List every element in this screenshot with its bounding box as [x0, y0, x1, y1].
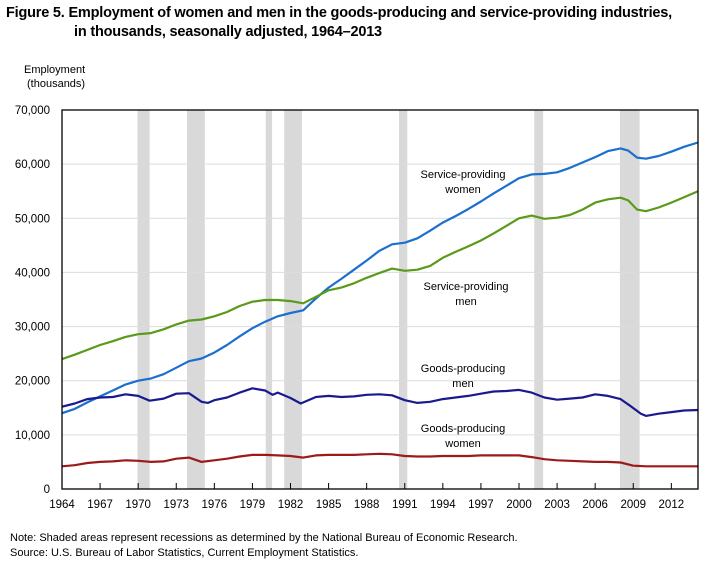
y-tick-label: 10,000 [15, 430, 50, 442]
source-text: Source: U.S. Bureau of Labor Statistics,… [10, 547, 359, 559]
recession-band [399, 110, 408, 489]
y-tick-label: 40,000 [15, 267, 50, 279]
x-tick-label: 1991 [392, 499, 418, 511]
x-tick-label: 1997 [468, 499, 494, 511]
series-label: women [444, 184, 480, 196]
annotations: Service-providing women Service-providing m… [421, 169, 509, 450]
x-tick-label: 2003 [544, 499, 570, 511]
series-lines [61, 141, 699, 468]
axes: 0 10,000 20,000 30,000 40,000 50,000 60,000 70,… [15, 105, 699, 511]
recession-band [187, 110, 205, 489]
series-label: women [444, 438, 480, 450]
note-text: Note: Shaded areas represent recessions … [10, 532, 518, 544]
recession-band [284, 110, 302, 489]
x-tick-label: 1973 [163, 499, 189, 511]
series-line-service-providing-men [61, 190, 699, 361]
x-tick-label: 1994 [430, 499, 456, 511]
recession-band [137, 110, 150, 489]
series-label: Goods-producing [421, 363, 505, 375]
series-label: men [455, 296, 476, 308]
x-tick-label: 1979 [240, 499, 266, 511]
x-tick-label: 2009 [620, 499, 646, 511]
y-axis-label: Employment (thousands) [24, 63, 85, 91]
series-label: Service-providing [424, 281, 509, 293]
y-tick-label: 20,000 [15, 376, 50, 388]
series-line-goods-producing-women [61, 452, 698, 468]
x-tick-label: 2012 [659, 499, 685, 511]
plot-frame [61, 109, 699, 490]
chart-title-line1: Figure 5. Employment of women and men in… [6, 5, 672, 21]
x-tick-label: 1988 [354, 499, 380, 511]
gridlines [62, 163, 698, 436]
series-label: men [452, 378, 473, 390]
x-tick-label: 1970 [125, 499, 151, 511]
x-tick-label: 1982 [278, 499, 304, 511]
y-tick-label: 30,000 [15, 322, 50, 334]
chart-title-line2: in thousands, seasonally adjusted, 1964–… [74, 24, 382, 40]
x-tick-label: 1967 [87, 499, 113, 511]
x-tick-label: 1985 [316, 499, 342, 511]
x-tick-label: 2006 [582, 499, 608, 511]
y-tick-label: 0 [44, 484, 50, 496]
y-tick-label: 50,000 [15, 213, 50, 225]
y-tick-label: 60,000 [15, 159, 50, 171]
series-line-goods-producing-men [61, 387, 699, 417]
recession-band [619, 110, 640, 489]
x-tick-label: 2000 [506, 499, 532, 511]
series-label: Service-providing [421, 169, 506, 181]
chart-notes: Note: Shaded areas represent recessions … [10, 531, 518, 561]
chart-title: Figure 5. Employment of women and men in… [6, 4, 672, 42]
series-label: Goods-producing [421, 423, 505, 435]
y-axis-label-line1: Employment [24, 64, 86, 76]
y-axis-label-line2: (thousands) [27, 78, 86, 90]
recession-band [534, 110, 544, 489]
x-tick-label: 1964 [49, 499, 75, 511]
recession-bands [137, 110, 640, 489]
series-line-service-providing-women [61, 141, 699, 415]
y-tick-label: 70,000 [15, 105, 50, 117]
x-tick-label: 1976 [202, 499, 228, 511]
